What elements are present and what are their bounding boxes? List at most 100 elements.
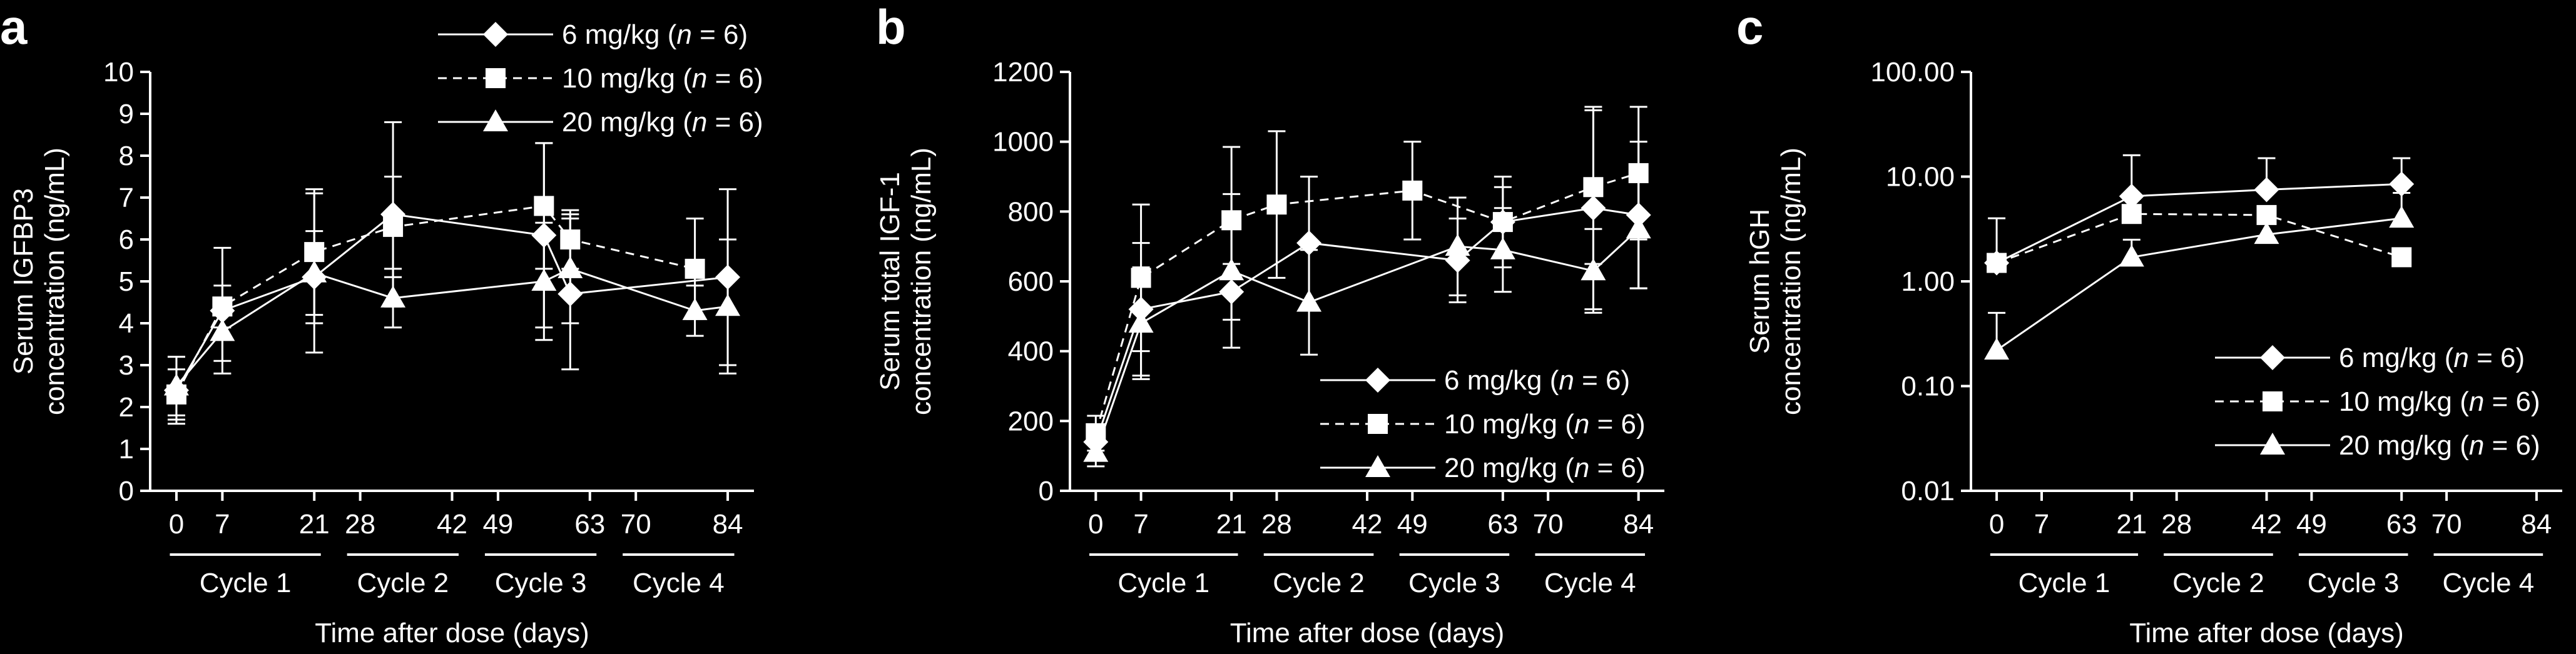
x-axis-title: Time after dose (days) — [315, 618, 589, 648]
legend-n-value: 6 — [2516, 430, 2531, 461]
legend-paren-close: ) — [754, 107, 763, 138]
series-1 — [1987, 204, 2412, 273]
data-point — [1219, 258, 1245, 281]
y-tick-label: 9 — [119, 99, 134, 129]
data-point — [2119, 244, 2144, 267]
legend-paren-close: ) — [2516, 343, 2525, 373]
legend-paren-close: ) — [739, 19, 748, 50]
legend-dose: 6 mg/kg — [562, 19, 660, 50]
data-point — [685, 258, 705, 279]
data-point — [1445, 234, 1470, 256]
x-tick-label: 49 — [482, 509, 513, 540]
legend-n-symbol: n — [1559, 365, 1574, 396]
legend-n-symbol: n — [2469, 386, 2484, 417]
data-point — [1581, 258, 1606, 281]
y-tick-label: 3 — [119, 350, 134, 381]
x-tick-label: 0 — [169, 509, 184, 540]
legend-n-value: 6 — [723, 19, 738, 50]
panel-letter: c — [1736, 0, 1763, 54]
legend-n-value: 6 — [1606, 365, 1621, 396]
legend-paren-close: ) — [2531, 386, 2540, 417]
data-point — [2121, 204, 2142, 224]
x-axis-title: Time after dose (days) — [1230, 618, 1505, 648]
series-line — [1996, 217, 2402, 351]
legend-paren: ( — [660, 19, 677, 50]
y-tick-label: 800 — [1008, 196, 1054, 227]
series-line — [1094, 207, 1639, 443]
y-tick-label: 2 — [119, 392, 134, 423]
legend-marker — [1365, 368, 1390, 393]
legend-n-symbol: n — [2453, 343, 2468, 373]
legend-paren-close: ) — [1621, 365, 1631, 396]
data-point — [163, 373, 189, 396]
series-line — [175, 268, 728, 387]
legend-entry: 10 mg/kg (n = 6) — [1444, 409, 1646, 440]
data-point — [2254, 222, 2279, 244]
legend-n-eq: = — [707, 63, 738, 94]
x-tick-label: 70 — [621, 509, 651, 540]
x-tick-label: 63 — [2386, 509, 2417, 540]
data-point — [1296, 289, 1322, 312]
legend-n-symbol: n — [676, 19, 691, 50]
y-axis-title-unit: concentration (ng/mL) — [1776, 148, 1806, 415]
series-0 — [163, 121, 741, 425]
legend-n-eq: = — [2469, 343, 2500, 373]
series-0 — [1984, 154, 2415, 276]
legend: 6 mg/kg (n = 6)10 mg/kg (n = 6)20 mg/kg … — [2215, 343, 2540, 461]
legend-n-symbol: n — [692, 107, 707, 138]
legend-entry: 6 mg/kg (n = 6) — [562, 19, 748, 50]
legend-n-value: 6 — [739, 63, 754, 94]
y-tick-label: 1200 — [992, 57, 1054, 88]
legend-n-eq: = — [692, 19, 723, 50]
legend-paren: ( — [675, 107, 692, 138]
x-tick-label: 0 — [1989, 509, 2004, 540]
legend-paren: ( — [1542, 365, 1559, 396]
series-line — [175, 213, 728, 391]
legend-paren: ( — [675, 63, 692, 94]
data-point — [1987, 253, 2007, 273]
cycle-label: Cycle 2 — [2172, 568, 2264, 598]
legend: 6 mg/kg (n = 6)10 mg/kg (n = 6)20 mg/kg … — [1320, 365, 1646, 483]
x-tick-label: 63 — [1487, 509, 1518, 540]
data-point — [557, 256, 583, 278]
series-line — [175, 204, 695, 395]
x-tick-label: 49 — [1397, 509, 1428, 540]
legend-entry: 20 mg/kg (n = 6) — [2339, 430, 2540, 461]
y-tick-label: 200 — [1008, 406, 1054, 436]
y-tick-label: 10 — [103, 57, 134, 88]
legend-dose: 10 mg/kg — [2339, 386, 2452, 417]
legend-dose: 20 mg/kg — [1444, 453, 1557, 483]
series-1 — [1086, 106, 1649, 452]
data-point — [1583, 177, 1604, 198]
data-point — [534, 196, 554, 216]
y-tick-label: 0 — [119, 476, 134, 506]
cycle-label: Cycle 2 — [1273, 568, 1365, 598]
legend-n-value: 6 — [1621, 409, 1636, 440]
y-tick-label: 100.00 — [1870, 57, 1955, 88]
legend-marker — [2260, 345, 2285, 370]
data-point — [1490, 237, 1515, 259]
cycle-label: Cycle 4 — [2443, 568, 2535, 598]
x-tick-label: 21 — [2116, 509, 2147, 540]
legend-n-eq: = — [2484, 386, 2515, 417]
legend-n-value: 6 — [2516, 386, 2531, 417]
legend-dose: 20 mg/kg — [2339, 430, 2452, 461]
x-tick-label: 7 — [2034, 509, 2049, 540]
x-tick-label: 0 — [1088, 509, 1103, 540]
legend-n-value: 6 — [2500, 343, 2515, 373]
y-axis-title-unit: concentration (ng/mL) — [39, 148, 70, 415]
data-point — [1128, 311, 1154, 333]
x-tick-label: 70 — [2431, 509, 2462, 540]
data-point — [2391, 247, 2412, 268]
legend-entry: 6 mg/kg (n = 6) — [2339, 343, 2525, 373]
x-tick-label: 42 — [437, 509, 467, 540]
data-point — [1984, 338, 2010, 360]
x-tick-label: 84 — [1623, 509, 1654, 540]
x-tick-label: 21 — [299, 509, 330, 540]
y-tick-label: 1000 — [992, 127, 1054, 158]
y-tick-label: 400 — [1008, 336, 1054, 367]
legend-dose: 6 mg/kg — [1444, 365, 1542, 396]
legend-marker — [486, 68, 506, 88]
legend-dose: 6 mg/kg — [2339, 343, 2437, 373]
